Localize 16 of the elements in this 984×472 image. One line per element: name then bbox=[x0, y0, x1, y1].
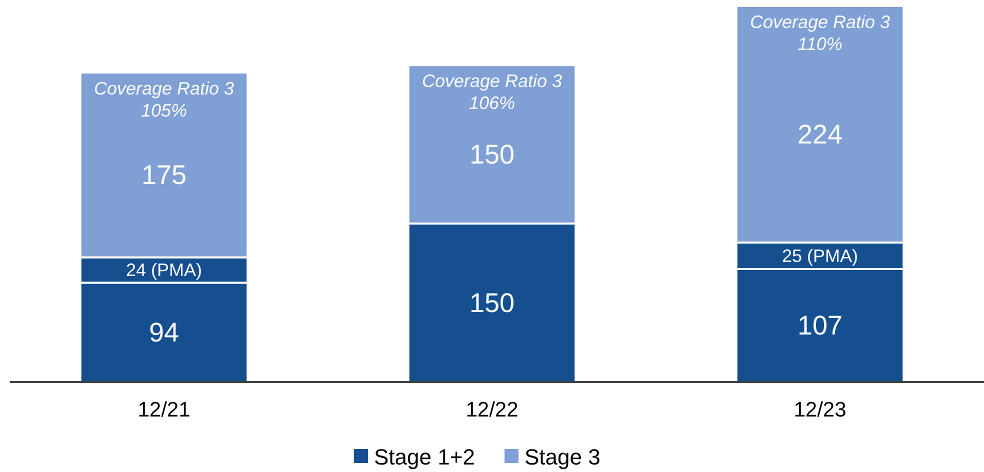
annotation: Coverage Ratio 3 105% bbox=[94, 78, 234, 121]
x-tick-label: 12/21 bbox=[138, 398, 190, 422]
data-label: 175 bbox=[141, 160, 187, 190]
data-label: 224 bbox=[797, 119, 843, 150]
legend-label: Stage 3 bbox=[524, 444, 600, 470]
annotation: Coverage Ratio 3 106% bbox=[422, 71, 562, 114]
data-label: 107 bbox=[797, 310, 843, 340]
data-label: 24 (PMA) bbox=[126, 260, 202, 280]
x-tick-label: 12/23 bbox=[794, 398, 846, 422]
annotation: Coverage Ratio 3 110% bbox=[750, 12, 890, 54]
x-tick-label: 12/22 bbox=[466, 398, 518, 422]
legend-label: Stage 1+2 bbox=[374, 444, 475, 470]
data-label: 150 bbox=[469, 288, 515, 318]
data-label: 94 bbox=[148, 317, 180, 348]
data-label: 25 (PMA) bbox=[782, 246, 858, 266]
data-label: 150 bbox=[469, 139, 515, 170]
